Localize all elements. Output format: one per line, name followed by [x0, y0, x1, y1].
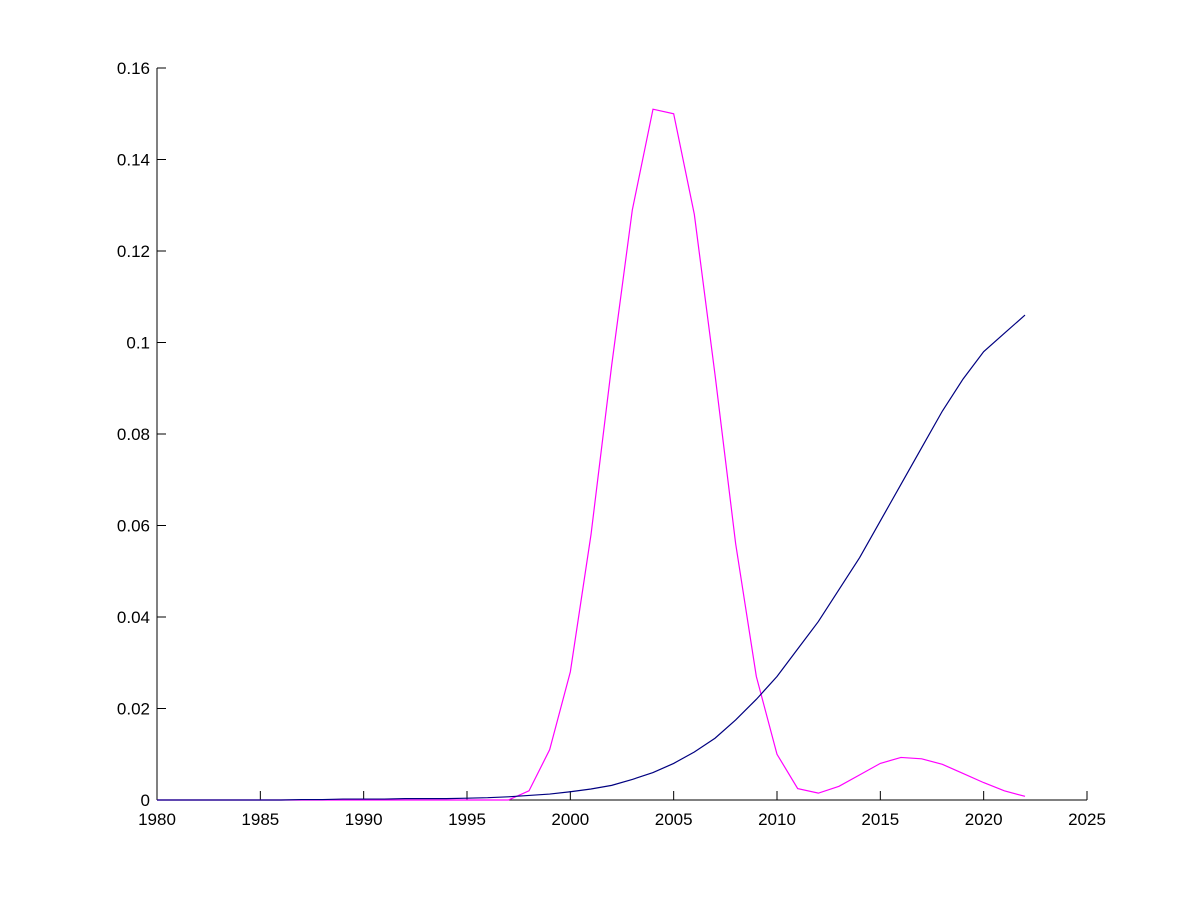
y-tick-label: 0 — [141, 791, 150, 810]
x-tick-label: 2015 — [861, 810, 899, 829]
y-tick-label: 0.12 — [117, 242, 150, 261]
x-tick-label: 1980 — [138, 810, 176, 829]
x-tick-label: 1995 — [448, 810, 486, 829]
x-tick-label: 1990 — [345, 810, 383, 829]
y-tick-label: 0.08 — [117, 425, 150, 444]
line — [157, 108, 1026, 801]
x-tick-label: 2025 — [1068, 810, 1106, 829]
y-tick-label: 0.02 — [117, 700, 150, 719]
y-tick-label: 0.16 — [117, 59, 150, 78]
x-tick-label: 2010 — [758, 810, 796, 829]
x-tick-label: 2020 — [965, 810, 1003, 829]
y-tick-label: 0.06 — [117, 517, 150, 536]
y-tick-label: 0.1 — [126, 334, 150, 353]
y-tick-label: 0.14 — [117, 151, 150, 170]
x-tick-label: 2005 — [655, 810, 693, 829]
x-tick-label: 1985 — [241, 810, 279, 829]
y-tick-label: 0.04 — [117, 608, 150, 627]
line — [157, 314, 1026, 801]
x-tick-label: 2000 — [551, 810, 589, 829]
